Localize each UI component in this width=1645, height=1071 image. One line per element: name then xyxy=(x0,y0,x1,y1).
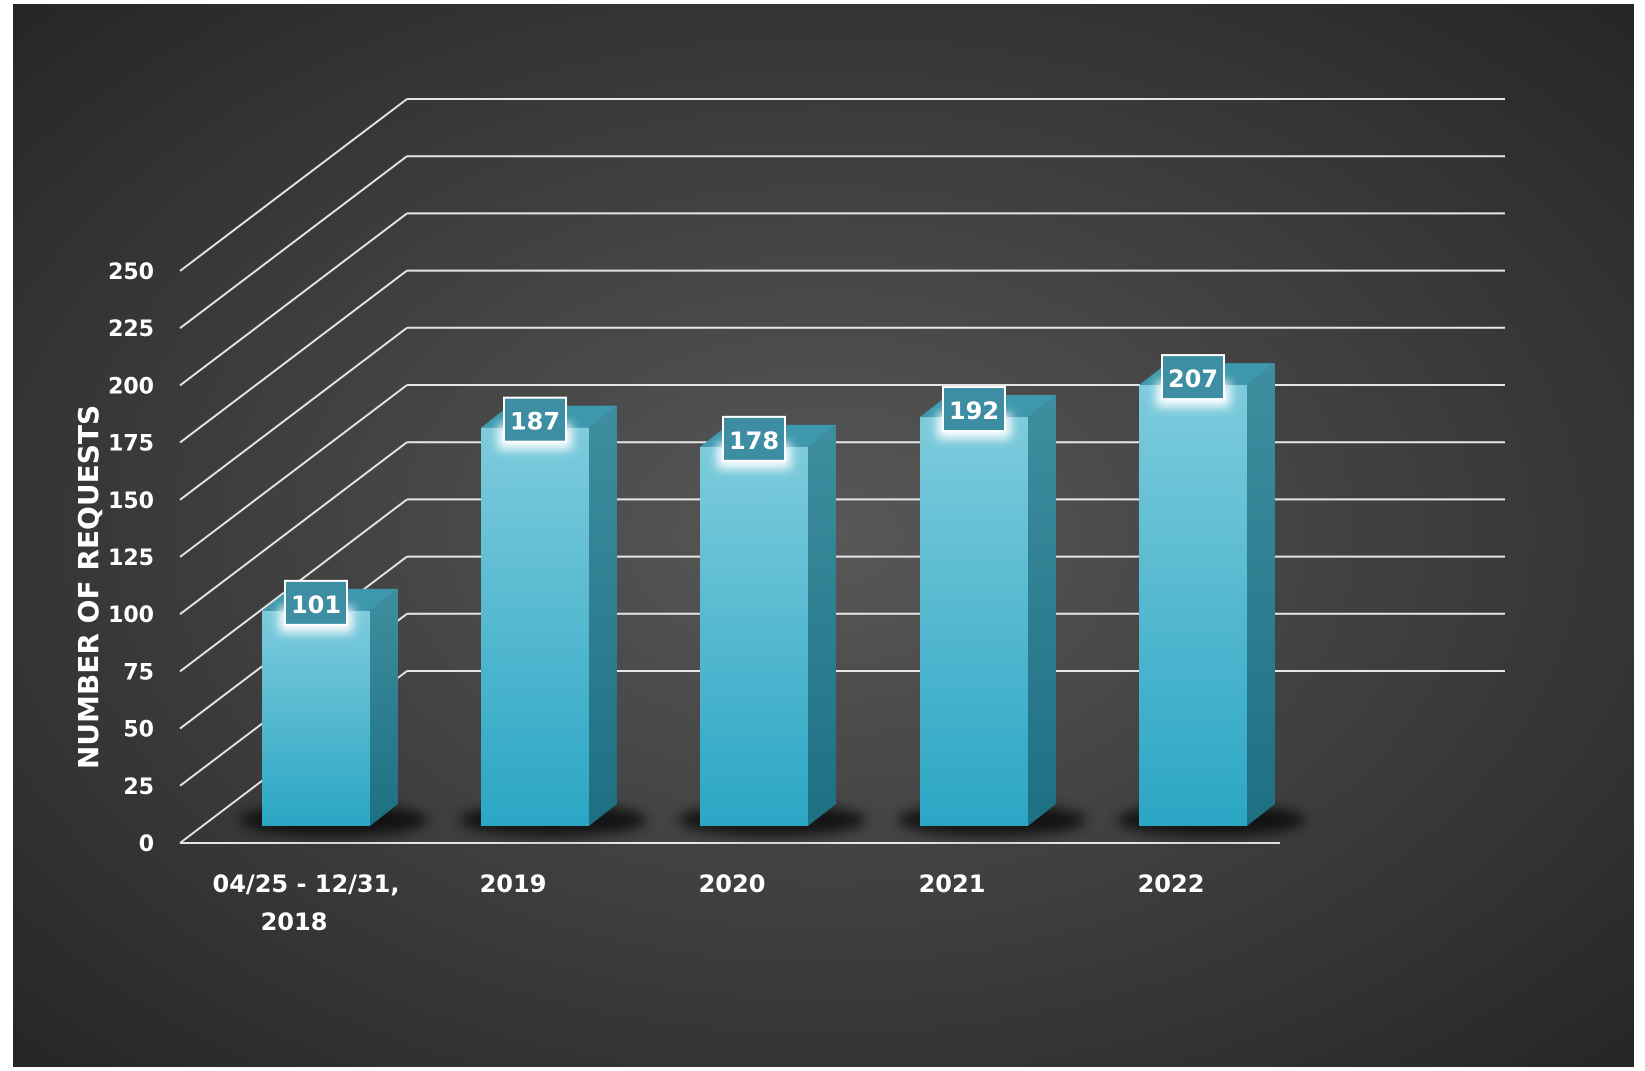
bar-group: 101 xyxy=(240,579,428,836)
y-tick-label: 200 xyxy=(108,374,154,399)
y-tick-label: 50 xyxy=(123,718,154,743)
bar-group: 187 xyxy=(459,396,647,836)
data-label-box xyxy=(1161,354,1225,401)
bar-group: 207 xyxy=(1117,354,1305,836)
data-label: 207 xyxy=(1168,365,1218,393)
x-tick-label: 2021 xyxy=(919,870,986,898)
data-label: 101 xyxy=(291,591,341,619)
bars: 101 187 178 192 207 xyxy=(240,354,1305,836)
bar-side xyxy=(808,424,836,826)
y-tick-label: 125 xyxy=(108,546,154,571)
y-tick-label: 0 xyxy=(139,832,154,857)
bar-group: 178 xyxy=(678,415,866,836)
y-tick-label: 175 xyxy=(108,432,154,457)
bar-side xyxy=(1247,363,1275,826)
bar-side xyxy=(589,405,617,826)
data-label-box xyxy=(503,396,567,443)
x-tick-label: 2022 xyxy=(1138,870,1205,898)
data-label-box xyxy=(942,386,1006,433)
bar-side xyxy=(1028,395,1056,826)
gridline-diagonal xyxy=(179,98,408,272)
y-tick-label: 150 xyxy=(108,489,154,514)
bar-group: 192 xyxy=(898,386,1086,836)
y-tick-label: 250 xyxy=(108,260,154,285)
data-label: 187 xyxy=(510,408,560,436)
x-tick-label: 2020 xyxy=(699,870,766,898)
x-tick-label: 04/25 - 12/31, xyxy=(213,870,400,898)
data-label: 192 xyxy=(949,397,999,425)
gridline-diagonal xyxy=(179,155,408,329)
y-tick-label: 100 xyxy=(108,603,154,628)
bar xyxy=(262,610,370,826)
gridline-diagonal xyxy=(179,384,408,558)
bar xyxy=(700,446,808,826)
y-tick-label: 225 xyxy=(108,317,154,342)
bar xyxy=(920,417,1028,826)
y-axis-ticks: 0 25 50 75 100 125 150 175 200 225 250 xyxy=(108,260,154,857)
gridline-diagonal xyxy=(179,269,408,444)
data-label: 178 xyxy=(729,427,779,455)
bar xyxy=(481,427,589,826)
x-tick-label: 2019 xyxy=(480,870,547,898)
y-tick-label: 75 xyxy=(123,660,154,685)
x-axis-labels: 04/25 - 12/31, 2018 2019 2020 2021 2022 xyxy=(213,870,1205,936)
bar xyxy=(1139,385,1247,826)
y-axis-title: NUMBER OF REQUESTS xyxy=(72,405,105,769)
y-tick-label: 25 xyxy=(123,775,154,800)
gridline-diagonal xyxy=(179,441,408,615)
gridline-diagonal xyxy=(179,212,408,387)
gridline-diagonal xyxy=(179,327,408,501)
data-label-box xyxy=(722,415,786,462)
data-label-box xyxy=(284,579,348,626)
bar-side xyxy=(370,588,398,826)
x-tick-label: 2018 xyxy=(261,908,328,936)
